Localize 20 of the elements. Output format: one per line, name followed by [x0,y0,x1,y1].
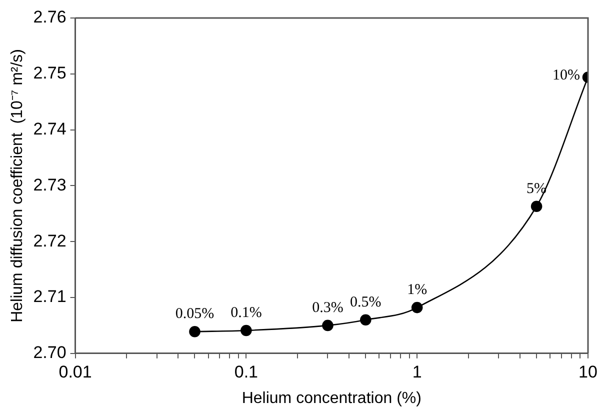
y-tick-label: 2.74 [33,119,66,138]
y-tick-label: 2.72 [33,231,66,250]
y-tick-label: 2.70 [33,343,66,362]
annotation: 10% [552,68,580,84]
y-tick-label: 2.71 [33,287,66,306]
annotation: 0.5% [350,294,382,310]
x-axis-title: Helium concentration (%) [242,390,422,407]
x-tick-label: 1 [412,362,422,382]
annotation: 1% [407,282,428,298]
y-axis-title: Helium diffusion coefficient (10⁻⁷ m²/s) [9,48,26,322]
y-tick-label: 2.73 [33,175,66,194]
x-tick-label: 10 [578,362,598,382]
y-tick-label: 2.76 [33,8,66,27]
y-tick-label: 2.75 [33,64,66,83]
x-tick-label: 0.1 [234,362,258,382]
x-tick-label: 0.01 [58,362,92,382]
annotation: 0.05% [175,306,214,322]
annotation: 5% [526,180,547,197]
annotation: 0.3% [312,300,344,316]
annotation: 0.1% [230,304,262,321]
